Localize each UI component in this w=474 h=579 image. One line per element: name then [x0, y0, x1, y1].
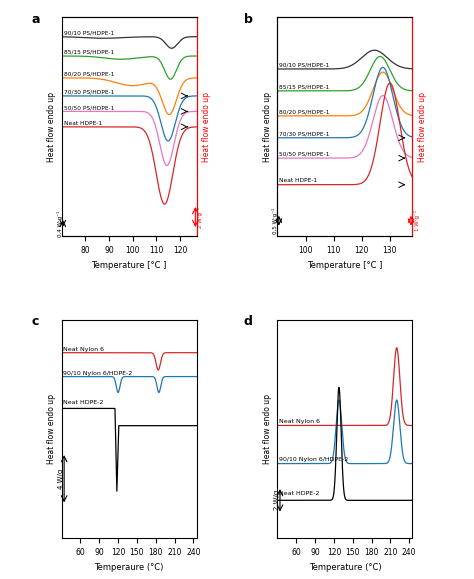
Text: 2 W/g: 2 W/g: [274, 490, 280, 511]
X-axis label: Temperature (°C): Temperature (°C): [309, 563, 381, 571]
Text: 85/15 PS/HDPE-1: 85/15 PS/HDPE-1: [64, 50, 114, 55]
Text: 90/10 PS/HDPE-1: 90/10 PS/HDPE-1: [64, 31, 114, 35]
Y-axis label: Heat flow endo up: Heat flow endo up: [47, 92, 56, 162]
X-axis label: Temperature [°C ]: Temperature [°C ]: [91, 261, 167, 270]
Text: 70/30 PS/HDPE-1: 70/30 PS/HDPE-1: [64, 90, 114, 94]
Y-axis label: Heat flow endo up: Heat flow endo up: [202, 92, 211, 162]
Text: Neat HDPE-1: Neat HDPE-1: [279, 178, 317, 183]
Text: 80/20 PS/HDPE-1: 80/20 PS/HDPE-1: [279, 109, 329, 114]
Text: 50/50 PS/HDPE-1: 50/50 PS/HDPE-1: [279, 152, 329, 156]
Text: 90/10 Nylon 6/HDPE-2: 90/10 Nylon 6/HDPE-2: [63, 371, 132, 376]
Text: 4 W/g: 4 W/g: [58, 468, 64, 489]
Text: 90/10 Nylon 6/HDPE-2: 90/10 Nylon 6/HDPE-2: [279, 457, 348, 463]
Y-axis label: Heat flow endo up: Heat flow endo up: [47, 394, 56, 464]
Text: 1 W⋅g⁻¹: 1 W⋅g⁻¹: [414, 210, 419, 231]
Y-axis label: Heat flow endo up: Heat flow endo up: [418, 92, 427, 162]
Text: a: a: [32, 13, 40, 26]
Text: Neat HDPE-1: Neat HDPE-1: [64, 120, 101, 126]
Text: c: c: [32, 315, 39, 328]
Text: 0,4 W⋅g⁻¹: 0,4 W⋅g⁻¹: [57, 210, 64, 237]
Text: 80/20 PS/HDPE-1: 80/20 PS/HDPE-1: [64, 72, 114, 76]
Text: 85/15 PS/HDPE-1: 85/15 PS/HDPE-1: [279, 85, 329, 89]
Text: 0,5 W⋅g⁻¹: 0,5 W⋅g⁻¹: [272, 207, 278, 234]
Text: 2 W⋅g⁻¹: 2 W⋅g⁻¹: [197, 207, 203, 228]
X-axis label: Temperature [°C ]: Temperature [°C ]: [307, 261, 383, 270]
Text: 90/10 PS/HDPE-1: 90/10 PS/HDPE-1: [279, 63, 329, 67]
X-axis label: Temperaure (°C): Temperaure (°C): [94, 563, 164, 571]
Y-axis label: Heat flow endo up: Heat flow endo up: [263, 92, 272, 162]
Text: Neat HDPE-2: Neat HDPE-2: [279, 490, 319, 496]
Text: 70/30 PS/HDPE-1: 70/30 PS/HDPE-1: [279, 131, 329, 136]
Text: 50/50 PS/HDPE-1: 50/50 PS/HDPE-1: [64, 105, 114, 110]
Text: Neat HDPE-2: Neat HDPE-2: [63, 401, 103, 405]
Text: Neat Nylon 6: Neat Nylon 6: [63, 347, 104, 351]
Y-axis label: Heat flow endo up: Heat flow endo up: [263, 394, 272, 464]
Text: b: b: [244, 13, 253, 26]
Text: Neat Nylon 6: Neat Nylon 6: [279, 419, 320, 424]
Text: d: d: [244, 315, 253, 328]
